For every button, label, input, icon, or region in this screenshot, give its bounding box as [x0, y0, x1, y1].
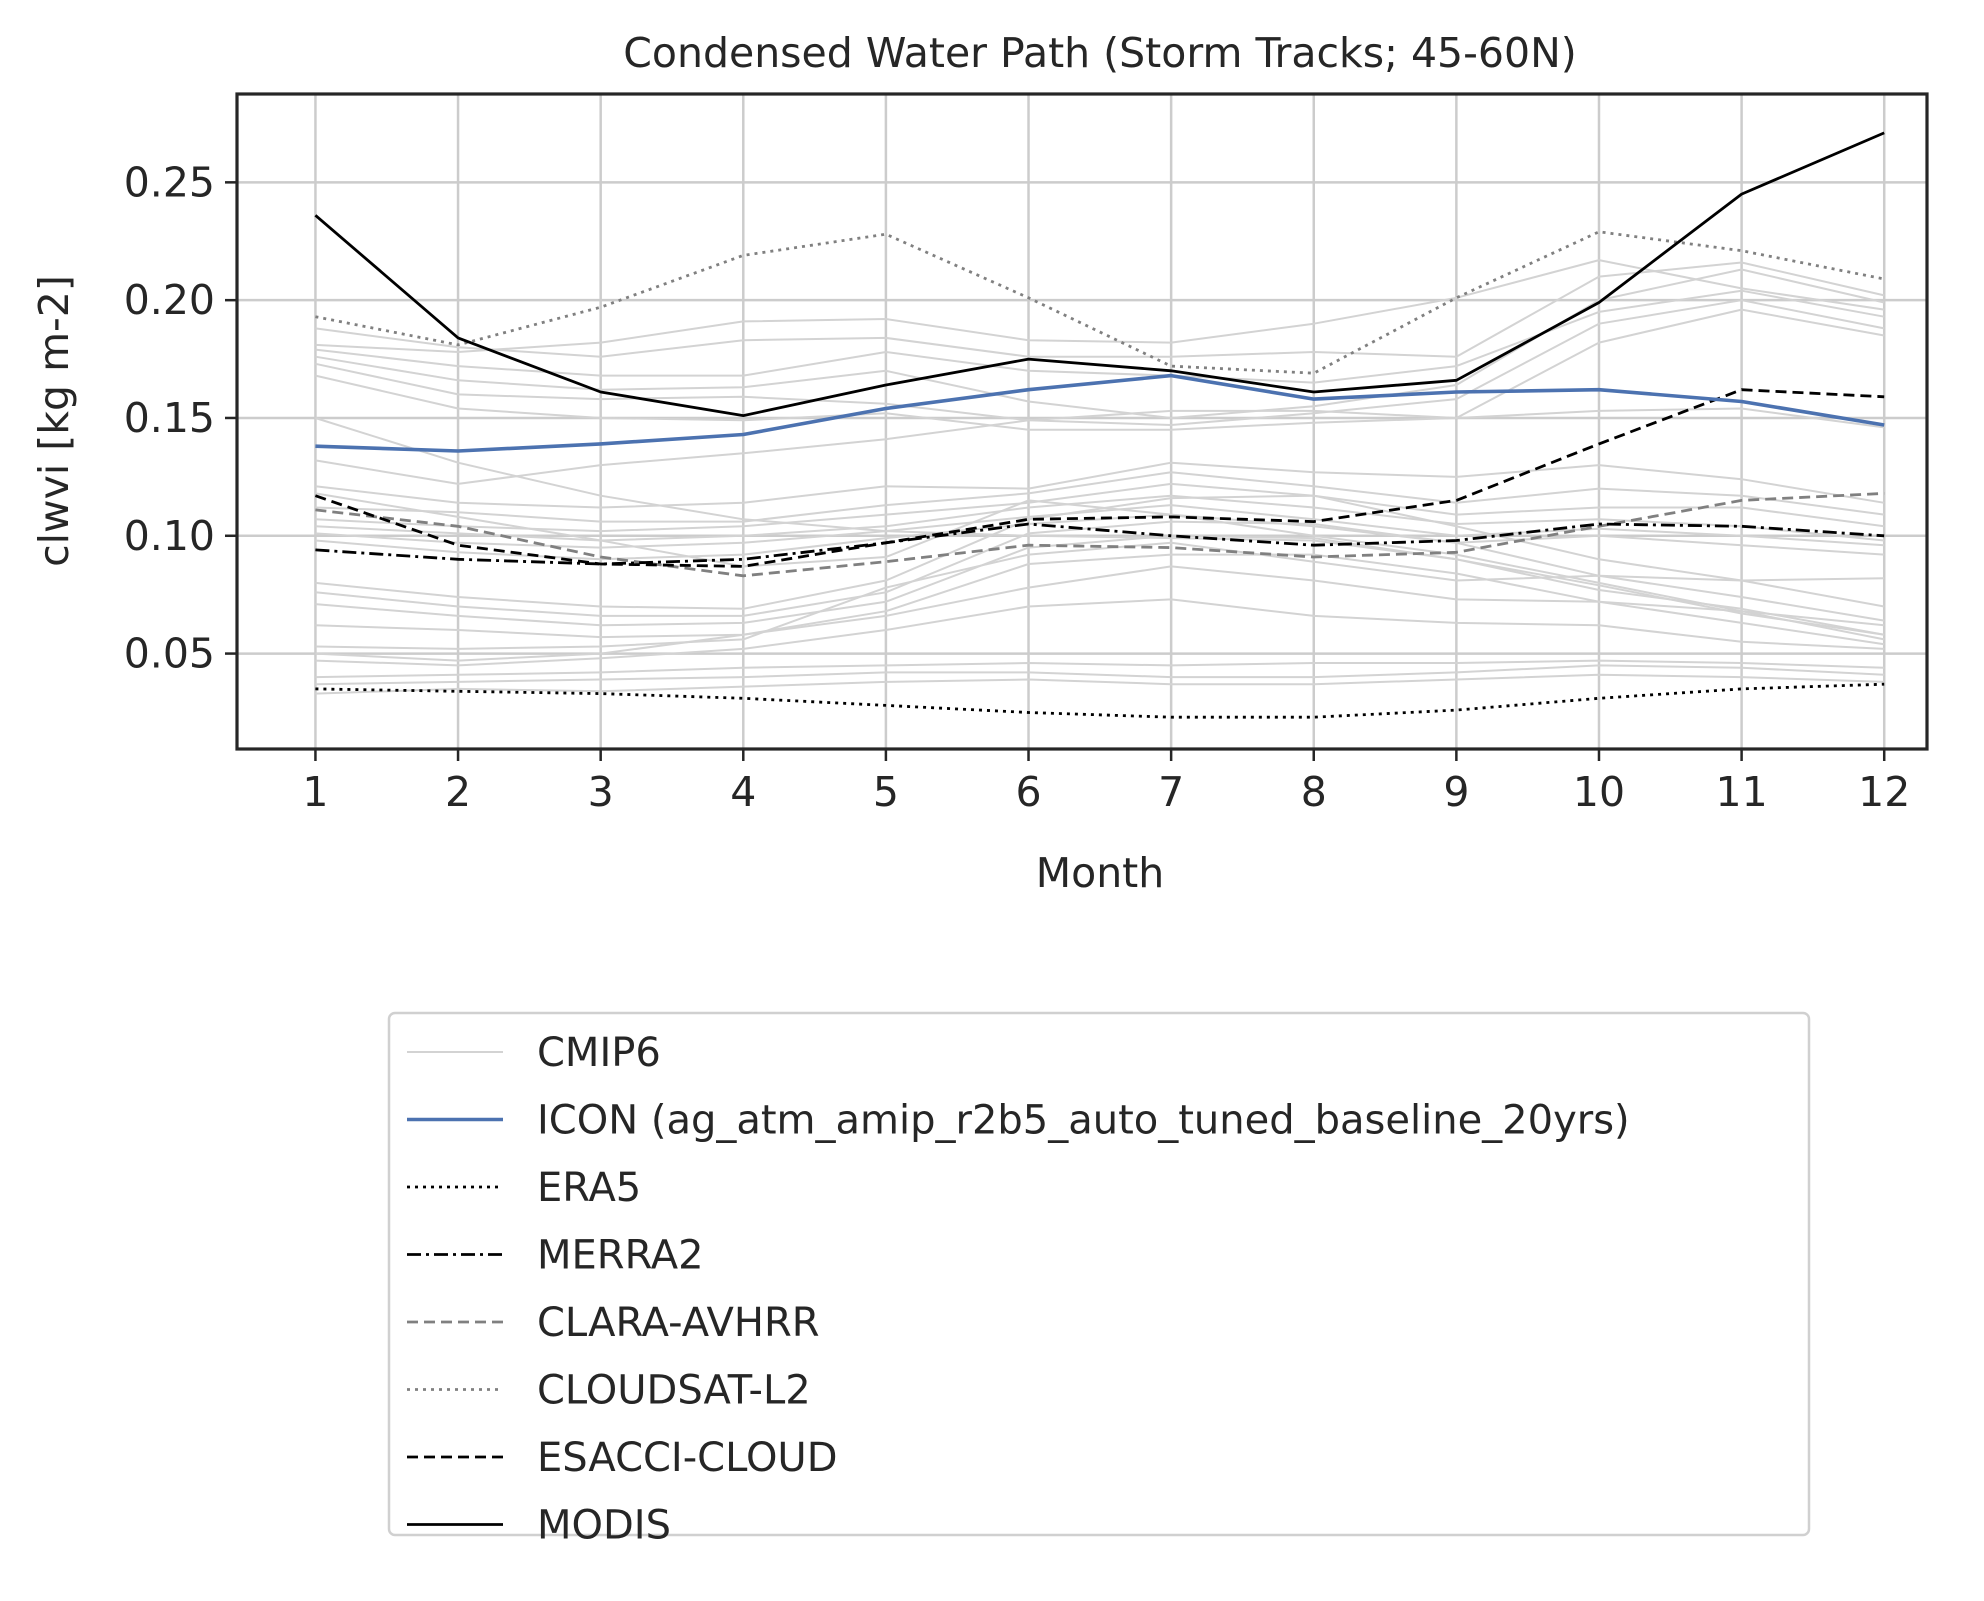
series-line-era5	[315, 682, 1885, 719]
legend-frame	[387, 1011, 1811, 1537]
cmip6-member-line	[315, 259, 1885, 353]
x-tick-label: 1	[302, 768, 328, 816]
cmip6-member-line	[315, 541, 1885, 650]
cmip6-member-line	[315, 299, 1885, 426]
cmip6-member-line	[315, 598, 1885, 667]
cmip6-member-line	[315, 482, 1885, 533]
y-axis-ticks: 0.05 0.10 0.15 0.20 0.25	[124, 158, 237, 678]
cmip6-member-line	[315, 659, 1885, 679]
legend-label: CLARA-AVHRR	[537, 1300, 820, 1346]
series-line-clara-avhrr	[315, 492, 1885, 578]
y-tick-label: 0.10	[124, 512, 215, 560]
y-tick-label: 0.20	[124, 276, 215, 324]
plot-frame	[235, 92, 1929, 751]
cmip6-member-line	[315, 261, 1885, 358]
legend-label: ICON (ag_atm_amip_r2b5_auto_tuned_baseli…	[537, 1098, 1630, 1144]
series-line-esacci-cloud	[314, 388, 1885, 568]
cmip6-member-line	[315, 461, 1885, 509]
series-lines	[314, 131, 1885, 719]
cmip6-member-line	[315, 308, 1885, 431]
cmip6-member-line	[315, 565, 1885, 662]
series-line-cloudsat-l2	[315, 230, 1885, 375]
cmip6-member-line	[315, 664, 1885, 686]
x-tick-label: 2	[445, 768, 471, 816]
series-line-icon-ag-atm-amip-r2b5-auto-tuned-baseline-20yrs	[315, 373, 1885, 453]
y-tick-label: 0.05	[124, 630, 215, 678]
x-tick-label: 4	[730, 768, 756, 816]
y-axis-label: clwvi [kg m-2]	[30, 275, 78, 567]
cmip6-member-line	[315, 492, 1885, 641]
cmip6-member-line	[315, 289, 1885, 384]
cmip6-member-line	[315, 553, 1885, 646]
x-tick-label: 7	[1158, 768, 1184, 816]
x-tick-label: 10	[1573, 768, 1625, 816]
cmip6-member-line	[315, 417, 1885, 636]
x-tick-label: 8	[1301, 768, 1327, 816]
cmip6-member-line	[315, 471, 1885, 523]
x-tick-label: 3	[588, 768, 614, 816]
x-tick-label: 9	[1443, 768, 1469, 816]
x-tick-label: 12	[1858, 768, 1910, 816]
cmip6-member-line	[315, 513, 1885, 561]
x-tick-label: 5	[873, 768, 899, 816]
y-tick-label: 0.15	[124, 394, 215, 442]
series-line-modis	[314, 131, 1885, 417]
cmip6-member-line	[315, 407, 1885, 485]
grid	[237, 94, 1927, 749]
legend-label: CLOUDSAT-L2	[537, 1368, 811, 1414]
cmip6-member-line	[315, 268, 1885, 419]
cmip6-member-line	[315, 504, 1885, 549]
series-line-merra2	[315, 522, 1885, 566]
cmip6-member-line	[315, 494, 1885, 610]
cmip6-ensemble-lines	[315, 259, 1885, 695]
x-axis-ticks: 1 2 3 4 5 6 7 8 9 10 11 12	[302, 749, 1910, 816]
cmip6-member-line	[315, 520, 1885, 622]
chart-title: Condensed Water Path (Storm Tracks; 45-6…	[623, 29, 1577, 77]
x-axis-label: Month	[1036, 849, 1165, 897]
cmip6-member-line	[315, 494, 1885, 542]
cmip6-member-line	[315, 534, 1885, 636]
x-tick-label: 6	[1015, 768, 1041, 816]
legend-label: ERA5	[537, 1165, 641, 1211]
legend: CMIP6 ICON (ag_atm_amip_r2b5_auto_tuned_b…	[387, 1011, 1811, 1549]
legend-label: CMIP6	[537, 1030, 661, 1076]
cmip6-member-line	[315, 673, 1885, 695]
x-tick-label: 11	[1716, 768, 1768, 816]
legend-label: ESACCI-CLOUD	[537, 1435, 838, 1481]
y-tick-label: 0.25	[124, 158, 215, 206]
legend-label: MODIS	[537, 1503, 671, 1549]
legend-label: MERRA2	[537, 1233, 704, 1279]
